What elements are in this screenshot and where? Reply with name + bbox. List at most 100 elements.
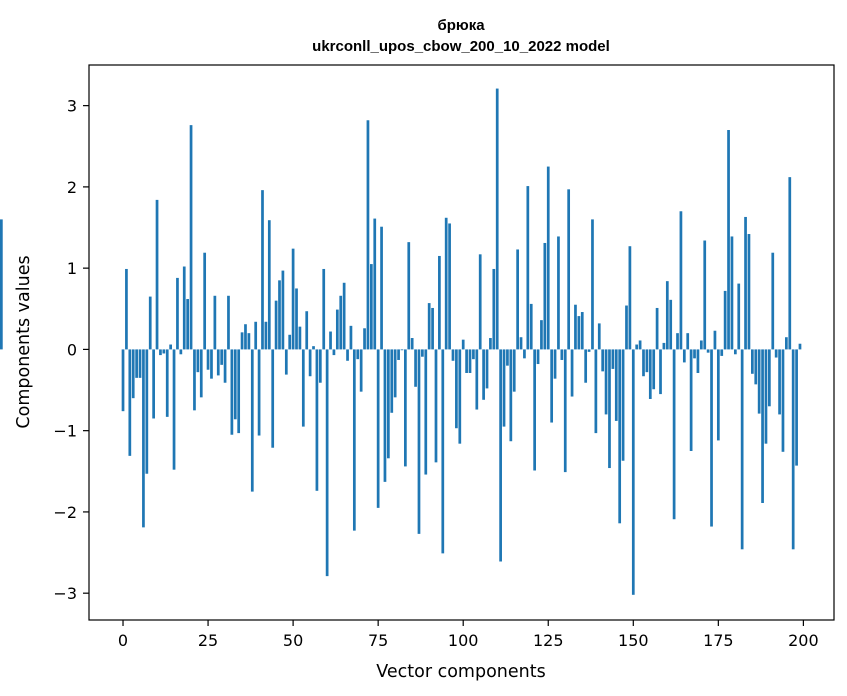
bar [339,295,343,350]
bar [465,349,468,373]
bar [438,255,441,350]
bar [625,305,628,350]
bar [352,349,356,531]
bar [652,349,656,390]
x-tick-label: 175 [703,631,734,650]
bar [492,268,496,350]
bar [608,349,611,469]
bar [152,349,155,419]
bar [475,349,479,410]
bar [744,216,747,350]
bar [747,234,751,350]
x-tick-label: 200 [788,631,819,650]
bar [461,339,465,350]
bar [686,333,690,350]
x-tick-label: 75 [368,631,388,650]
bar [295,288,298,350]
bar [203,252,207,350]
bars-group [0,88,802,595]
bar [597,323,601,350]
bar [193,349,196,411]
bar [795,349,798,466]
bar [318,349,322,383]
bar [189,125,193,350]
bar [642,349,645,377]
bar [635,344,639,350]
bar [713,330,717,350]
bar [427,303,431,350]
bar [506,349,509,366]
bar [332,349,336,356]
bar [278,280,281,350]
bar [730,236,734,350]
bar [516,249,519,350]
bar [785,337,788,350]
bar [458,349,462,444]
bar [400,349,404,351]
bar [455,349,458,429]
bar [509,349,513,442]
bar [301,349,305,427]
bar [335,309,339,350]
bar [329,331,332,350]
y-tick-label: 0 [67,340,77,359]
bar [546,166,550,350]
bar [774,349,778,358]
y-tick-label: −3 [53,584,77,603]
bar [761,349,764,503]
bar [798,343,802,350]
bar [574,304,577,350]
bar [366,120,370,350]
bar [485,349,489,389]
bar [591,219,594,350]
bar [781,349,785,452]
bar [533,349,536,471]
bar [536,349,540,365]
bar [359,349,363,392]
bar [176,277,179,350]
bar [710,349,713,527]
bar [764,349,768,444]
bar [288,334,292,350]
y-tick-label: 1 [67,259,77,278]
bar [138,349,142,378]
bar [305,311,309,350]
bar [315,349,319,491]
bar [233,349,237,420]
bar [264,321,268,350]
bar [227,295,230,350]
bar [723,290,727,350]
bar [523,349,526,359]
bar [407,242,411,350]
bar [601,349,605,372]
bar [628,246,632,350]
bar [298,326,302,350]
y-axis-label: Components values [14,255,34,428]
bar [162,349,166,354]
bar [206,349,210,370]
bar [560,349,564,360]
y-tick-label: −1 [53,422,77,441]
bar [274,300,278,350]
bar [778,349,781,415]
bar [584,349,588,383]
bar [148,296,152,350]
bar [754,349,758,385]
bar [261,190,264,350]
bar [659,349,662,395]
bar [679,211,683,350]
bar [431,307,434,350]
bar [720,349,724,356]
bar [665,281,669,350]
bar [662,342,666,350]
bar [186,299,190,350]
bar [768,349,771,407]
plot-frame [88,64,835,621]
bar [380,226,383,350]
bar [220,349,224,365]
bar [567,189,571,350]
bar [682,349,686,363]
bar [387,349,390,459]
bar [179,349,183,355]
